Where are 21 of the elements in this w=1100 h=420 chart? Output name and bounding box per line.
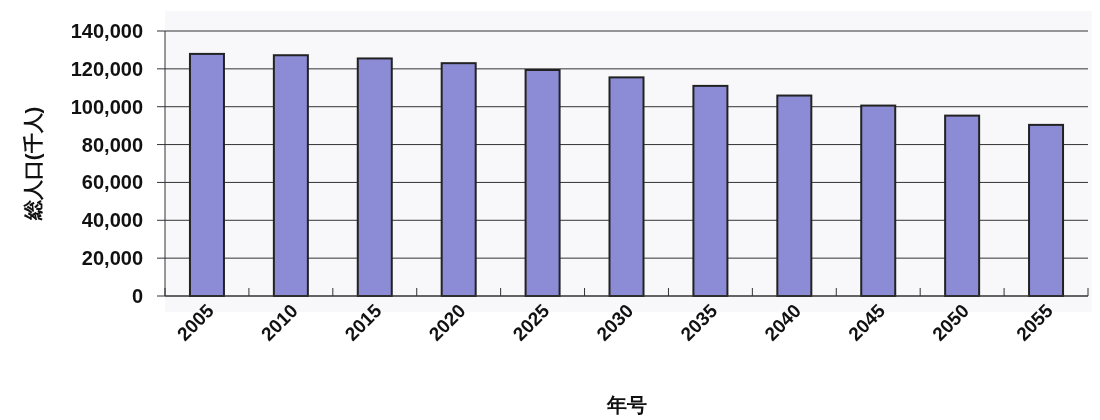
y-tick-label: 40,000 (81, 209, 143, 232)
y-tick-label: 20,000 (81, 247, 143, 270)
y-tick-label: 100,000 (70, 95, 143, 118)
bar (692, 84, 729, 297)
y-tick-label: 0 (131, 285, 143, 307)
bar (608, 76, 645, 297)
bar (272, 54, 309, 297)
y-tick-label: 60,000 (81, 171, 143, 194)
y-tick-label: 140,000 (70, 20, 143, 42)
bar (188, 52, 225, 297)
bar (356, 57, 393, 297)
bar (440, 62, 477, 297)
y-tick-label: 120,000 (70, 57, 143, 80)
bar (776, 94, 813, 297)
y-axis-title: 総人口(千人) (22, 106, 44, 222)
x-axis-title: 年号 (605, 394, 647, 416)
bar (944, 114, 981, 297)
bar (1028, 123, 1065, 297)
y-tick-label: 80,000 (81, 133, 143, 156)
bar (860, 104, 897, 297)
bar (524, 68, 561, 297)
